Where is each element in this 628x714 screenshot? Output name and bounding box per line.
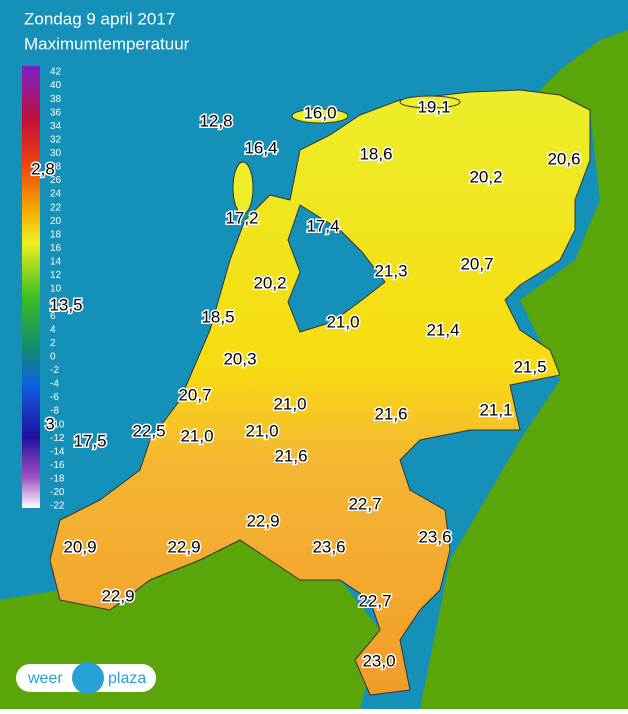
legend-label: 20 [50, 216, 62, 227]
legend-label: 12 [50, 270, 62, 281]
legend-label: 36 [50, 107, 62, 118]
texel [232, 161, 254, 215]
legend-label: -16 [50, 460, 65, 471]
legend-label: -6 [50, 392, 59, 403]
legend-label: 2 [50, 338, 56, 349]
station-temp: 20,2 [253, 273, 286, 292]
island [291, 108, 349, 124]
station-temp: 21,0 [180, 426, 213, 445]
legend-label: -18 [50, 474, 65, 485]
legend-label: 0 [50, 351, 56, 362]
station-temp: 21,0 [245, 421, 278, 440]
legend-label: 30 [50, 148, 62, 159]
station-temp: 20,7 [178, 385, 211, 404]
station-temp: 22,7 [358, 591, 391, 610]
legend-label: 18 [50, 229, 62, 240]
legend-label: 22 [50, 202, 62, 213]
station-temp: 12,8 [199, 111, 232, 130]
legend-label: -22 [50, 501, 65, 512]
station-temp: 16,0 [303, 103, 336, 122]
station-temp: 22,9 [167, 537, 200, 556]
station-temp: 20,6 [547, 149, 580, 168]
station-temp: 21,0 [273, 394, 306, 413]
station-temp: 13,5 [49, 295, 82, 314]
legend-label: 10 [50, 284, 62, 295]
station-temp: 3 [45, 414, 54, 433]
legend-label: -10 [50, 419, 65, 430]
station-temp: 18,6 [359, 144, 392, 163]
island [399, 95, 461, 109]
title: Zondag 9 april 2017 [24, 9, 175, 28]
station-temp: 23,6 [312, 537, 345, 556]
station-temp: 20,9 [63, 537, 96, 556]
station-temp: 22,7 [348, 494, 381, 513]
station-temp: 2,8 [31, 159, 55, 178]
legend-label: 42 [50, 67, 62, 78]
legend-label: -2 [50, 365, 59, 376]
station-temp: 20,3 [223, 349, 256, 368]
station-temp: 18,5 [201, 307, 234, 326]
logo-icon [72, 662, 104, 694]
legend-label: -14 [50, 446, 65, 457]
legend-label: 8 [50, 297, 56, 308]
station-temp: 23,6 [418, 527, 451, 546]
legend-label: -8 [50, 406, 59, 417]
station-temp: 21,5 [513, 357, 546, 376]
legend-label: 34 [50, 121, 62, 132]
legend-label: -12 [50, 433, 65, 444]
station-temp: 21,4 [426, 320, 459, 339]
station-temp: 20,2 [469, 167, 502, 186]
station-temp: 17,5 [73, 431, 106, 450]
subtitle: Maximumtemperatuur [24, 34, 190, 53]
legend-label: 4 [50, 324, 56, 335]
legend-label: 26 [50, 175, 62, 186]
legend-label: 40 [50, 80, 62, 91]
legend-label: -4 [50, 379, 59, 390]
station-temp: 19,1 [417, 97, 450, 116]
legend-label: 32 [50, 134, 62, 145]
legend-label: 14 [50, 257, 62, 268]
logo-left: weer [27, 670, 63, 687]
legend-label: 28 [50, 162, 62, 173]
logo-right: plaza [108, 670, 146, 687]
station-temp: 21,6 [274, 446, 307, 465]
germany [420, 30, 628, 709]
station-temp: 21,3 [374, 261, 407, 280]
station-temp: 20,7 [460, 254, 493, 273]
legend-label: 38 [50, 94, 62, 105]
legend-label: 16 [50, 243, 62, 254]
netherlands [49, 89, 591, 696]
station-temp: 21,6 [374, 404, 407, 423]
legend-bar [22, 66, 40, 508]
station-temp: 17,4 [306, 216, 339, 235]
station-temp: 17,2 [225, 208, 258, 227]
logo: weer plaza [16, 662, 156, 694]
station-temp: 23,0 [362, 651, 395, 670]
station-temp: 22,9 [101, 586, 134, 605]
station-temp: 21,1 [479, 400, 512, 419]
station-temp: 21,0 [326, 312, 359, 331]
ijsselmeer [287, 204, 386, 333]
legend-label: 6 [50, 311, 56, 322]
station-temp: 22,9 [246, 511, 279, 530]
station-temp: 22,5 [132, 421, 165, 440]
legend-label: 24 [50, 189, 62, 200]
station-temp: 16,4 [244, 138, 277, 157]
legend-label: -20 [50, 487, 65, 498]
